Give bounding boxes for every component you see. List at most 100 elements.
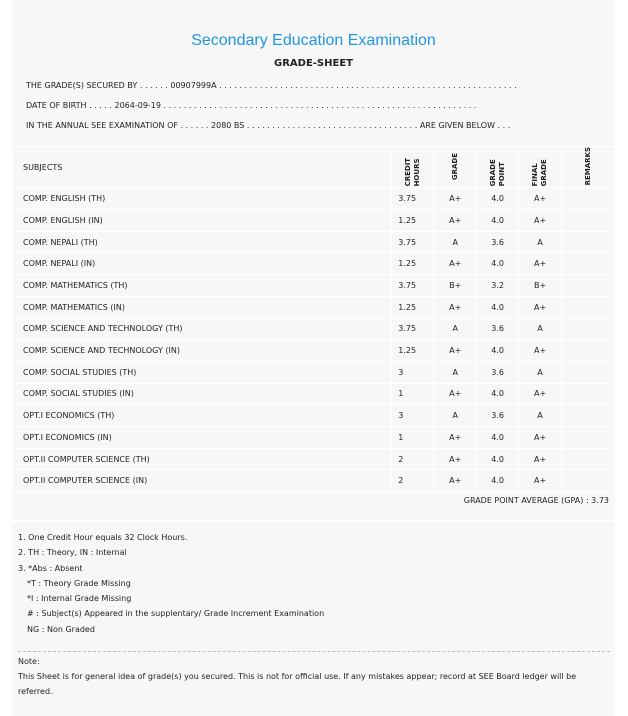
grade-cell: A+ <box>433 425 478 449</box>
note-item: *T : Theory Grade Missing <box>27 578 131 588</box>
grade-point-cell: 3.6 <box>476 230 520 254</box>
subject-cell: OPT.II COMPUTER SCIENCE (TH) <box>11 447 393 471</box>
note-label: Note: <box>18 657 40 666</box>
final-grade-cell: A+ <box>518 425 563 449</box>
remarks-cell <box>561 339 615 362</box>
credit-hours-cell: 1 <box>391 425 435 449</box>
grade-cell: A+ <box>433 187 478 211</box>
table-row: COMP. ENGLISH (TH) 3.75 A+ 4.0 A+ <box>11 187 615 211</box>
grade-cell: B+ <box>433 274 478 297</box>
final-grade-cell: A+ <box>518 209 563 232</box>
subject-cell: COMP. MATHEMATICS (IN) <box>11 295 393 319</box>
grade-point-cell: 4.0 <box>476 447 520 471</box>
grade-point-cell: 4.0 <box>476 252 520 276</box>
note-item: *I : Internal Grade Missing <box>27 594 132 604</box>
subject-cell: COMP. SCIENCE AND TECHNOLOGY (IN) <box>11 339 393 362</box>
final-grade-cell: A+ <box>518 295 563 319</box>
remarks-cell <box>561 187 615 211</box>
note-text: This Sheet is for general idea of grade(… <box>18 672 577 696</box>
final-grade-cell: A <box>518 404 563 427</box>
note-item: 2. TH : Theory, IN : Internal <box>18 548 127 558</box>
credit-hours-cell: 3 <box>391 360 435 384</box>
disclaimer: Note: This Sheet is for general idea of … <box>18 651 610 699</box>
table-row: COMP. NEPALI (IN) 1.25 A+ 4.0 A+ <box>11 252 615 276</box>
final-grade-cell: A+ <box>518 187 563 211</box>
header-grade: GRADE <box>450 152 459 180</box>
credit-hours-cell: 1 <box>391 382 435 406</box>
subject-cell: COMP. ENGLISH (TH) <box>11 187 393 211</box>
remarks-cell <box>561 447 615 471</box>
subject-cell: COMP. SOCIAL STUDIES (TH) <box>11 360 393 384</box>
grade-point-cell: 3.6 <box>476 317 520 341</box>
grade-cell: A+ <box>433 209 478 232</box>
grade-point-cell: 4.0 <box>476 469 520 493</box>
credit-hours-cell: 3.75 <box>391 187 435 211</box>
remarks-cell <box>561 230 615 254</box>
remarks-cell <box>561 252 615 276</box>
table-row: COMP. SOCIAL STUDIES (IN) 1 A+ 4.0 A+ <box>11 382 615 406</box>
credit-hours-cell: 1.25 <box>391 295 435 319</box>
grade-point-cell: 4.0 <box>476 295 520 319</box>
grade-cell: A+ <box>433 469 478 493</box>
remarks-cell <box>561 360 615 384</box>
grade-point-cell: 3.6 <box>476 360 520 384</box>
credit-hours-cell: 2 <box>391 447 435 471</box>
final-grade-cell: A+ <box>518 447 563 471</box>
grade-cell: A <box>433 317 478 341</box>
final-grade-cell: A <box>518 317 563 341</box>
remarks-cell <box>561 382 615 406</box>
table-row: COMP. MATHEMATICS (IN) 1.25 A+ 4.0 A+ <box>11 295 615 319</box>
note-item: NG : Non Graded <box>27 624 95 634</box>
grade-point-cell: 3.2 <box>476 274 520 297</box>
grade-cell: A <box>433 404 478 427</box>
table-header: SUBJECTS CREDIT HOURS GRADE GRADE POINT … <box>11 145 615 189</box>
table-row: COMP. SCIENCE AND TECHNOLOGY (IN) 1.25 A+ 4… <box>11 339 615 362</box>
grade-point-cell: 4.0 <box>476 339 520 362</box>
secured-by: THE GRADE(S) SECURED BY . . . . . . 0090… <box>26 81 517 90</box>
grade-point-cell: 4.0 <box>476 187 520 211</box>
subject-cell: OPT.II COMPUTER SCIENCE (IN) <box>11 469 393 493</box>
grade-cell: A <box>433 360 478 384</box>
remarks-cell <box>561 295 615 319</box>
date-of-birth: DATE OF BIRTH . . . . . 2064-09-19 . . .… <box>26 101 477 110</box>
subject-cell: COMP. SCIENCE AND TECHNOLOGY (TH) <box>11 317 393 341</box>
table-row: COMP. NEPALI (TH) 3.75 A 3.6 A <box>11 230 615 254</box>
table-row: OPT.I ECONOMICS (TH) 3 A 3.6 A <box>11 404 615 427</box>
grade-cell: A+ <box>433 339 478 362</box>
subject-cell: COMP. SOCIAL STUDIES (IN) <box>11 382 393 406</box>
grade-point-cell: 4.0 <box>476 382 520 406</box>
header-remarks: REMARKS <box>583 147 592 186</box>
subject-cell: COMP. NEPALI (TH) <box>11 230 393 254</box>
credit-hours-cell: 3 <box>391 404 435 427</box>
grade-point-cell: 3.6 <box>476 404 520 427</box>
credit-hours-cell: 3.75 <box>391 230 435 254</box>
grade-point-cell: 4.0 <box>476 209 520 232</box>
page-title: Secondary Education Examination <box>191 32 436 49</box>
grades-table: SUBJECTS CREDIT HOURS GRADE GRADE POINT … <box>11 145 615 493</box>
grade-cell: A <box>433 230 478 254</box>
subject-cell: OPT.I ECONOMICS (IN) <box>11 425 393 449</box>
final-grade-cell: A <box>518 360 563 384</box>
remarks-cell <box>561 317 615 341</box>
subject-cell: COMP. NEPALI (IN) <box>11 252 393 276</box>
table-row: COMP. ENGLISH (IN) 1.25 A+ 4.0 A+ <box>11 209 615 232</box>
note-item: 1. One Credit Hour equals 32 Clock Hours… <box>18 533 188 542</box>
exam-year: IN THE ANNUAL SEE EXAMINATION OF . . . .… <box>26 121 511 130</box>
grade-cell: A+ <box>433 447 478 471</box>
remarks-cell <box>561 469 615 493</box>
remarks-cell <box>561 404 615 427</box>
subject-cell: OPT.I ECONOMICS (TH) <box>11 404 393 427</box>
credit-hours-cell: 1.25 <box>391 252 435 276</box>
header-subjects: SUBJECTS <box>11 145 393 189</box>
final-grade-cell: A+ <box>518 339 563 362</box>
grade-cell: A+ <box>433 252 478 276</box>
grade-cell: A+ <box>433 295 478 319</box>
credit-hours-cell: 1.25 <box>391 339 435 362</box>
grade-sheet: Secondary Education Examination GRADE-SH… <box>11 0 615 716</box>
grade-cell: A+ <box>433 382 478 406</box>
final-grade-cell: A+ <box>518 469 563 493</box>
final-grade-cell: A+ <box>518 252 563 276</box>
header-final-grade: FINAL GRADE <box>531 159 549 187</box>
header-credit-hours: CREDIT HOURS <box>403 157 421 187</box>
remarks-cell <box>561 425 615 449</box>
